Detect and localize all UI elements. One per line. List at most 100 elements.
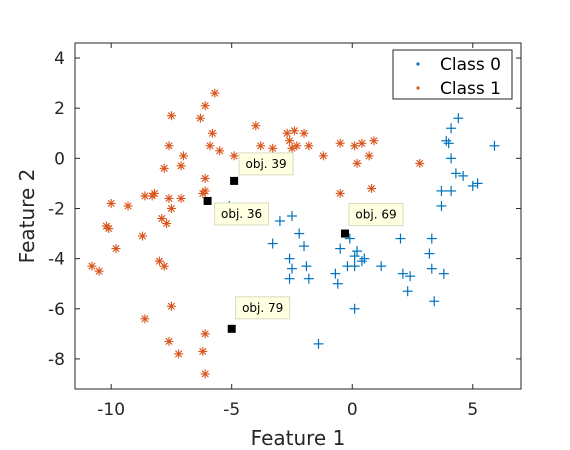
class-0-point [352,246,363,257]
class-0-point [294,228,305,239]
class-0-point [284,253,295,264]
class-0-point [332,278,343,289]
class-0-point [359,253,370,264]
class-1-point [174,349,184,359]
class-1-point [364,151,374,161]
x-axis-label: Feature 1 [251,426,346,450]
class-1-point [200,101,210,111]
class-0-point [286,263,297,274]
class-0-point [438,268,449,279]
class-1-point [367,183,377,193]
y-tick-label: -2 [48,199,65,219]
class-1-point [251,121,261,131]
class-1-point [123,201,133,211]
highlight-annotation: obj. 36 [203,196,270,226]
class-0-point [313,338,324,349]
class-1-point [178,151,188,161]
highlighted-point-marker [341,229,350,238]
class-0-point [458,170,469,181]
x-tick-label: 5 [467,400,478,420]
class-1-point [415,158,425,168]
class-1-point [198,188,208,198]
class-1-point [104,224,114,234]
class-1-point [256,141,266,151]
x-tick-label: 0 [347,400,358,420]
class-0-point [467,180,478,191]
y-tick-label: 4 [54,49,65,69]
highlighted-point-marker [227,324,236,333]
y-axis-label: Feature 2 [15,169,39,264]
annotations: obj. 39 obj. 36 obj. 69 obj. 79 [203,152,404,333]
annotation-box [235,296,291,320]
class-1-point [318,151,328,161]
class-1-point [195,113,205,123]
class-1-point [357,138,367,148]
class-0-point [405,271,416,282]
y-tick-label: -8 [48,350,65,370]
y-tick-label: -6 [48,300,65,320]
class-0-point [349,303,360,314]
class-1-point [350,141,360,151]
class-1-point [140,314,150,324]
class-1-point [176,193,186,203]
class-0-point [335,243,346,254]
class-0-point [424,248,435,259]
annotation-box [214,202,270,226]
class-1-point [369,136,379,146]
class-1-point [292,141,302,151]
class-1-point [229,151,239,161]
class-1-points [87,88,425,379]
class-1-point [215,146,225,156]
class-1-point [207,128,217,138]
class-1-point [140,191,150,201]
class-1-point [176,161,186,171]
class-1-point [268,143,278,153]
class-1-point [164,336,174,346]
class-1-point [164,193,174,203]
class-1-point [299,128,309,138]
x-tick-label: -5 [223,400,240,420]
legend-label-class-0: Class 0 [440,55,501,75]
plot-area [74,42,522,390]
class-1-point [200,329,210,339]
annotation-box [348,203,404,227]
annotation-label: obj. 39 [246,157,287,171]
class-0-point [436,185,447,196]
class-0-point [441,135,452,146]
class-1-point [166,203,176,213]
highlight-annotation: obj. 79 [227,296,291,333]
class-1-point [166,301,176,311]
legend-label-class-1: Class 1 [440,79,501,99]
class-0-point [443,138,454,149]
highlighted-point-marker [230,176,239,185]
class-0-point [376,261,387,272]
class-0-point [356,256,367,267]
annotation-box [238,152,294,176]
class-0-point [267,238,278,249]
class-1-point [335,138,345,148]
class-1-point [210,88,220,98]
class-1-point [111,244,121,254]
class-0-points [224,113,500,349]
class-1-point [87,261,97,271]
class-0-point [429,296,440,307]
class-1-point [164,141,174,151]
class-0-point [446,185,457,196]
class-0-point [344,233,355,244]
legend-box [392,49,513,100]
annotation-label: obj. 69 [355,208,396,222]
class-1-point [289,126,299,136]
class-1-point [159,261,169,271]
class-0-point [426,263,437,274]
class-0-point [436,200,447,211]
class-0-point [342,261,353,272]
class-0-point [446,123,457,134]
class-0-point [446,153,457,164]
class-0-point [450,168,461,179]
annotation-label: obj. 79 [242,301,283,315]
class-0-point [453,113,464,124]
x-axis-ticks: -10 -5 0 5 [97,43,478,420]
class-1-point [205,141,215,151]
class-0-point [489,140,500,151]
